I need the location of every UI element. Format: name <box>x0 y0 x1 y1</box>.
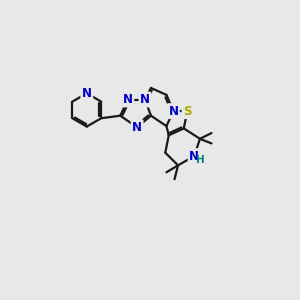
Text: N: N <box>123 93 133 106</box>
Text: N: N <box>140 93 150 106</box>
Text: N: N <box>132 121 142 134</box>
Text: S: S <box>183 105 191 118</box>
Text: N: N <box>168 105 178 118</box>
Text: N: N <box>82 87 92 100</box>
Text: H: H <box>196 155 205 165</box>
Text: N: N <box>189 150 199 163</box>
